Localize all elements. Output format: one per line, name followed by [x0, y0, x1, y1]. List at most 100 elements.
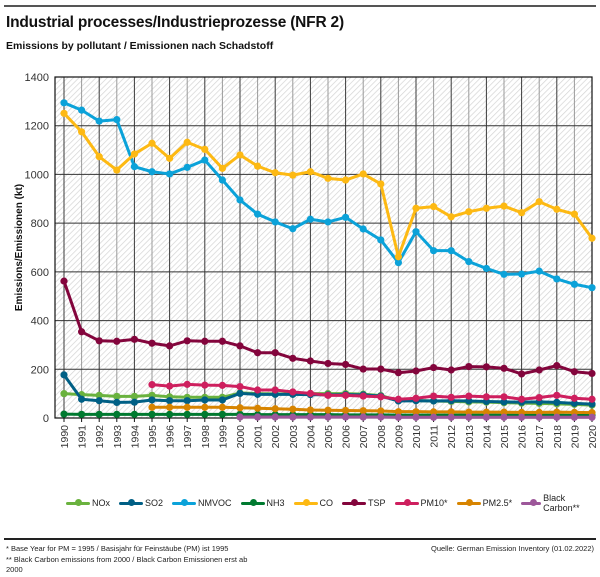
data-point-black-carbon: [377, 413, 385, 421]
x-tick-label: 2004: [305, 425, 317, 449]
data-point-tsp: [359, 365, 367, 373]
data-point-co: [324, 174, 332, 182]
data-point-pm10: [482, 393, 490, 401]
data-point-tsp: [342, 360, 350, 369]
data-point-nmvoc: [482, 264, 490, 273]
x-tick-label: 2005: [323, 425, 335, 449]
x-tick-label: 1990: [59, 425, 71, 449]
data-point-black-carbon: [359, 413, 367, 421]
data-point-co: [465, 208, 473, 216]
data-point-nmvoc: [148, 168, 156, 176]
x-tick-label: 2016: [517, 425, 529, 449]
data-point-co: [535, 198, 543, 206]
data-point-nmvoc: [218, 176, 226, 184]
data-point-co: [447, 213, 455, 221]
data-point-so2: [236, 389, 244, 397]
data-point-co: [588, 234, 596, 242]
x-tick-label: 2010: [411, 425, 423, 449]
data-point-pm2-5: [201, 403, 209, 411]
x-tick-label: 2001: [253, 425, 265, 449]
data-point-pm2-5: [271, 405, 279, 413]
data-point-co: [236, 151, 244, 159]
data-point-so2: [183, 397, 191, 405]
data-point-nmvoc: [113, 116, 121, 124]
legend-label: PM10*: [420, 498, 448, 508]
data-point-tsp: [166, 342, 174, 350]
data-point-nmvoc: [306, 215, 314, 223]
data-point-pm2-5: [148, 403, 156, 411]
data-point-nh3: [130, 410, 138, 418]
data-point-nmvoc: [342, 213, 350, 221]
data-point-nox: [130, 392, 138, 400]
data-point-black-carbon: [236, 413, 244, 421]
x-tick-label: 1999: [217, 425, 229, 449]
x-tick-label: 2013: [464, 425, 476, 449]
legend-label: SO2: [145, 498, 164, 508]
data-point-co: [377, 180, 385, 188]
data-point-pm10: [553, 391, 561, 399]
legend-line-marker-icon: [240, 499, 265, 506]
series-nmvoc: [60, 99, 596, 292]
data-point-nh3: [183, 410, 191, 418]
data-point-pm2-5: [412, 408, 420, 416]
data-point-pm10: [359, 392, 367, 400]
data-point-pm10: [254, 386, 262, 394]
data-point-black-carbon: [254, 413, 262, 421]
data-point-nmvoc: [60, 99, 68, 107]
data-point-nmvoc: [588, 284, 596, 292]
data-point-nh3: [60, 410, 68, 418]
data-point-tsp: [394, 369, 402, 377]
legend-label: CO: [319, 498, 334, 508]
data-point-co: [130, 150, 138, 158]
data-point-co: [201, 145, 209, 153]
data-point-black-carbon: [271, 413, 279, 421]
x-tick-label: 1991: [77, 425, 89, 449]
data-point-pm10: [289, 388, 297, 396]
data-point-tsp: [412, 367, 420, 375]
data-point-so2: [95, 397, 103, 405]
data-point-co: [78, 128, 86, 136]
data-point-nh3: [113, 410, 121, 418]
data-point-pm2-5: [166, 403, 174, 411]
y-tick-label: 1200: [25, 121, 49, 133]
data-point-nh3: [95, 410, 103, 418]
x-tick-label: 2000: [235, 425, 247, 449]
source-note: Quelle: German Emission Inventory (01.02…: [431, 544, 594, 553]
data-point-tsp: [482, 363, 490, 371]
data-point-pm2-5: [289, 405, 297, 413]
data-point-nmvoc: [324, 218, 332, 226]
x-tick-label: 2020: [587, 425, 599, 449]
x-tick-label: 2011: [429, 425, 441, 448]
data-point-tsp: [236, 342, 244, 350]
series-pm10: [148, 380, 596, 403]
series-co: [60, 109, 596, 261]
data-point-pm10: [166, 382, 174, 390]
data-point-pm2-5: [553, 408, 561, 416]
x-tick-label: 1995: [147, 425, 159, 449]
data-point-co: [183, 138, 191, 146]
chart-legend: NOx SO2 NMVOC NH3 CO TSP PM10* PM2.5* Black Carb…: [66, 493, 594, 513]
data-point-co: [289, 171, 297, 179]
y-tick-label: 200: [31, 364, 49, 376]
x-tick-label: 1997: [182, 425, 194, 449]
data-point-nmvoc: [166, 170, 174, 178]
data-point-black-carbon: [324, 413, 332, 421]
data-point-nmvoc: [183, 163, 191, 171]
data-point-pm2-5: [394, 408, 402, 416]
chart-subtitle: Emissions by pollutant / Emissionen nach…: [6, 40, 274, 52]
data-point-black-carbon: [447, 413, 455, 421]
data-point-black-carbon: [412, 413, 420, 421]
data-point-nh3: [218, 410, 226, 418]
data-point-black-carbon: [289, 413, 297, 421]
data-point-nmvoc: [518, 270, 526, 278]
data-point-pm2-5: [342, 406, 350, 415]
data-point-black-carbon: [394, 413, 402, 421]
data-point-nmvoc: [465, 258, 473, 266]
data-point-co: [271, 169, 279, 177]
legend-line-marker-icon: [66, 499, 90, 506]
data-point-pm10: [377, 393, 385, 401]
chart-title: Industrial processes/Industrieprozesse (…: [6, 14, 344, 31]
x-tick-label: 1993: [112, 425, 124, 449]
data-point-nh3: [148, 410, 156, 418]
x-tick-label: 2009: [393, 425, 405, 449]
